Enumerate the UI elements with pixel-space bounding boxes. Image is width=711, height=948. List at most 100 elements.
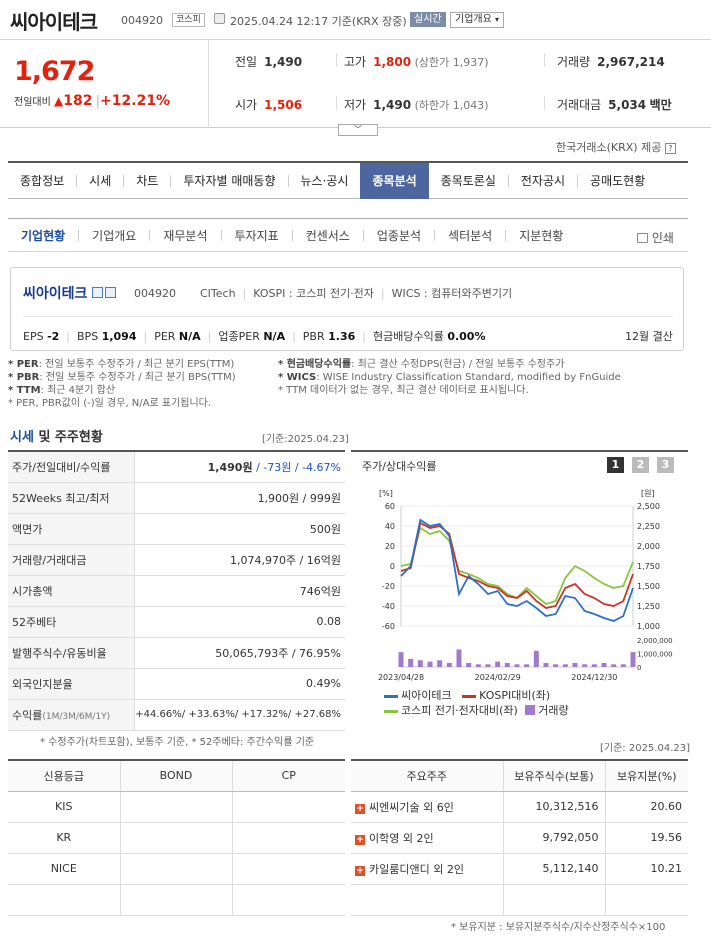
volume-bar (572, 662, 578, 667)
divider (544, 53, 545, 67)
company-info-label: 기업개요 (455, 14, 492, 25)
volume-bar (562, 664, 568, 667)
tab-discussion[interactable]: 종목토론실 (440, 174, 496, 188)
subtab-shareholding[interactable]: 지분현황 (519, 228, 564, 243)
expand-toggle[interactable]: ﹀ (338, 124, 378, 136)
subtab-company-overview[interactable]: 기업개요 (92, 228, 137, 243)
expand-plus-icon[interactable]: + (355, 803, 365, 814)
chart-legend: 씨아이테크 KOSPI대비(좌) 코스피 전기·전자대비(좌) 거래량 (384, 688, 569, 718)
source-label: 한국거래소(KRX) 제공 ? (556, 139, 676, 155)
volume-bar (601, 662, 607, 667)
table-row (351, 884, 688, 916)
expand-plus-icon[interactable]: + (355, 865, 365, 876)
y-right-tick: 2,250 (637, 522, 660, 531)
realtime-button[interactable]: 실시간 (410, 12, 446, 27)
industry-per-value: N/A (263, 330, 286, 343)
company-info-dropdown[interactable]: 기업개요 ▾ (450, 12, 505, 28)
subtab-company-status[interactable]: 기업현황 (21, 228, 66, 243)
legend-item: 씨아이테크 (401, 689, 452, 702)
company-key-stats: EPS -2 | BPS 1,094 | PER N/A | 업종PER N/A… (23, 330, 486, 343)
chart-period-2-button[interactable]: 2 (632, 457, 649, 473)
divider (208, 40, 209, 128)
chart-period-3-button[interactable]: 3 (657, 457, 674, 473)
chart-period-1-button[interactable]: 1 (607, 457, 624, 473)
subtab-indicators[interactable]: 투자지표 (234, 228, 279, 243)
company-box-title: 씨아이테크 (23, 286, 88, 302)
print-button[interactable]: 인쇄 (637, 229, 674, 246)
volume-bar (495, 661, 501, 667)
tab-disclosure[interactable]: 전자공시 (520, 174, 566, 188)
x-tick: 2024/02/29 (475, 673, 521, 682)
wics-sector: WICS : 컴퓨터와주변기기 (391, 287, 513, 300)
trade-amount: 거래대금 5,034 백만 (557, 96, 672, 113)
divider (336, 53, 337, 67)
amount-unit: 백만 (649, 98, 672, 112)
open-price: 시가 1,506 (235, 96, 302, 113)
x-tick: 2023/04/28 (378, 673, 424, 682)
notes-left: * PER: 전일 보통주 수정주가 / 최근 분기 EPS(TTM) * PB… (8, 358, 236, 410)
y-left-tick: 20 (385, 542, 395, 551)
footnote: * 보유지분 : 보유지분주식수/지수산정주식수×100 (451, 922, 666, 933)
pbr-value: 1.36 (328, 330, 356, 343)
legend-item: 코스피 전기·전자대비(좌) (401, 704, 518, 717)
note-line: * 현금배당수익률: 최근 결산 수정DPS(현금) / 전일 보통주 수정주가 (278, 359, 565, 370)
section-date: [기준:2025.04.23] (262, 434, 349, 445)
table-row: 액면가 500원 (8, 513, 345, 545)
low-label: 저가 (344, 98, 367, 112)
company-classification: CITech | KOSPI : 코스피 전기·전자 | WICS : 컴퓨터와… (200, 287, 513, 300)
company-box-name: 씨아이테크 (23, 283, 117, 303)
amount-label: 거래대금 (557, 98, 602, 112)
per-label: PER (154, 330, 176, 343)
tab-short-selling[interactable]: 공매도현황 (590, 174, 646, 188)
tab-price[interactable]: 시세 (89, 174, 112, 188)
tab-chart[interactable]: 차트 (136, 174, 159, 188)
building-icon[interactable] (105, 287, 117, 298)
tab-stock-analysis[interactable]: 종목분석 (360, 163, 429, 199)
volume-bar (611, 664, 617, 667)
help-icon[interactable]: ? (664, 143, 676, 154)
legend-swatch (524, 705, 535, 715)
tab-investor-trading[interactable]: 투자자별 매매동향 (183, 174, 276, 188)
volume-bar (456, 649, 462, 667)
y-right-tick: 2,500 (637, 502, 660, 511)
y-left-tick: -20 (382, 582, 395, 591)
subtab-financial[interactable]: 재무분석 (163, 228, 208, 243)
price-change: 전일대비 ▲182 |+12.21% (14, 93, 171, 109)
credit-rating-table: 신용등급 BOND CP KIS KR NICE (8, 759, 345, 916)
volume-value: 2,967,214 (597, 55, 665, 69)
volume-bar (591, 664, 597, 667)
note-line: * WICS: WISE Industry Classification Sta… (278, 372, 621, 383)
open-label: 시가 (235, 98, 258, 112)
dividend-label: 현금배당수익률 (372, 330, 444, 343)
subtab-industry[interactable]: 업종분석 (376, 228, 422, 243)
chevron-down-icon: ▾ (495, 15, 500, 24)
price-return-chart: [%] [원] 60 2,500 40 2,250 20 2,000 0 1,750 -20 1,50… (378, 489, 673, 682)
legend-item: KOSPI대비(좌) (479, 689, 551, 702)
upper-limit: (상한가 1,937) (414, 56, 489, 69)
y-right-unit: [원] (641, 489, 655, 498)
stock-code: 004920 (121, 14, 163, 27)
legend-item: 거래량 (538, 704, 569, 717)
volume-bar (514, 664, 520, 667)
series-line (400, 521, 634, 609)
volume: 거래량 2,967,214 (557, 53, 665, 70)
home-icon[interactable] (92, 287, 104, 298)
high-value: 1,800 (373, 55, 412, 69)
volume-tick: 1,000,000 (637, 651, 673, 659)
expand-plus-icon[interactable]: + (355, 834, 365, 845)
table-row: NICE (8, 853, 345, 885)
tab-summary[interactable]: 종합정보 (20, 174, 65, 188)
up-arrow-icon: ▲ (54, 94, 64, 108)
stock-header (0, 0, 711, 40)
price-stats-table: 주가/전일대비/수익률 1,490원 / -73원 / -4.67% 52Week… (8, 450, 345, 731)
y-right-tick: 2,000 (637, 542, 660, 551)
tab-news[interactable]: 뉴스·공시 (300, 174, 349, 188)
subtab-sector[interactable]: 섹터분석 (448, 228, 493, 243)
amount-value: 5,034 (608, 98, 647, 112)
subtab-consensus[interactable]: 컨센서스 (305, 228, 350, 243)
company-summary-box (10, 267, 684, 351)
table-header: 주요주주 보유주식수(보통) 보유지분(%) (351, 760, 688, 792)
low-value: 1,490 (373, 98, 412, 112)
chart-title: 주가/상대수익률 (362, 460, 437, 473)
table-row: 외국인지분율 0.49% (8, 668, 345, 700)
